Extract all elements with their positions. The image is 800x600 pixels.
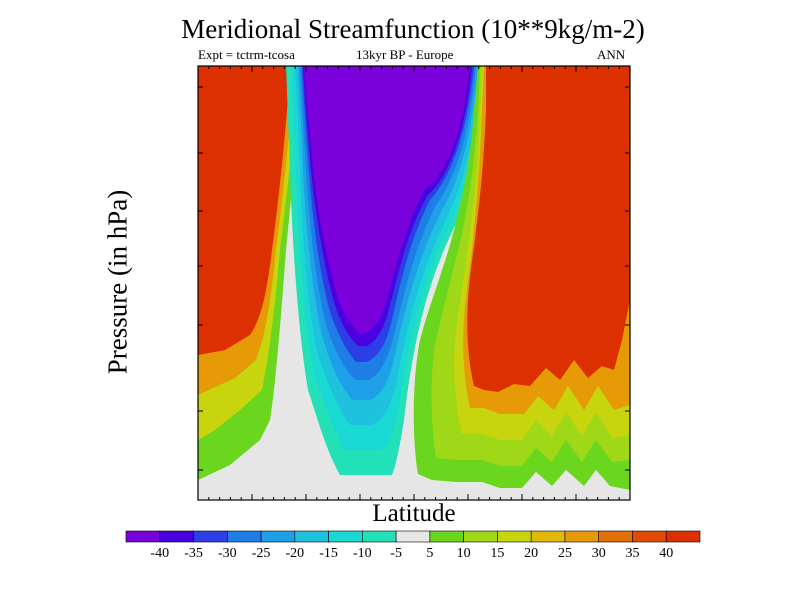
contour-field — [198, 66, 630, 500]
colorbar-label: -10 — [353, 546, 372, 561]
colorbar-label: 15 — [490, 546, 504, 561]
colorbar-swatch — [598, 530, 633, 543]
colorbar-label: -40 — [150, 546, 169, 561]
colorbar-label: -30 — [218, 546, 237, 561]
colorbar-label: 30 — [592, 546, 606, 561]
colorbar-label: 20 — [524, 546, 538, 561]
season-label: ANN — [597, 47, 626, 62]
colorbar-label: 5 — [426, 546, 433, 561]
colorbar-swatch — [665, 530, 701, 543]
y-axis-label: Pressure (in hPa) — [102, 189, 133, 375]
colorbar-label: -25 — [252, 546, 271, 561]
colorbar-swatch — [497, 530, 532, 543]
x-axis-label: Latitude — [372, 500, 456, 527]
colorbar-swatch — [429, 530, 464, 543]
chart-title: Meridional Streamfunction (10**9kg/m-2) — [181, 14, 645, 44]
left-cell-band-40 — [198, 66, 290, 355]
colorbar: -40 -35 -30 -25 -20 -15 -10 -5 5 10 15 20 25 30 35 40 — [125, 530, 701, 561]
colorbar-swatch — [564, 530, 600, 543]
x-axis-ticks — [208, 66, 620, 500]
colorbar-swatch — [362, 530, 397, 543]
colorbar-swatch — [294, 530, 329, 543]
colorbar-swatch — [125, 530, 161, 543]
colorbar-swatch — [226, 530, 262, 543]
colorbar-label: -20 — [285, 546, 304, 561]
colorbar-label: -35 — [184, 546, 203, 561]
colorbar-label: 10 — [457, 546, 471, 561]
colorbar-swatch — [328, 530, 363, 543]
right-cell-band-40 — [467, 66, 630, 392]
axis-ticks — [198, 86, 630, 471]
central-cell-band-minus-40 — [304, 66, 470, 334]
colorbar-swatch — [260, 530, 296, 543]
colorbar-label: 40 — [659, 546, 673, 561]
colorbar-swatch — [193, 530, 228, 543]
colorbar-label: 35 — [625, 546, 639, 561]
colorbar-label: -15 — [319, 546, 338, 561]
experiment-label: Expt = tctrm-tcosa — [198, 47, 295, 62]
colorbar-label: -5 — [390, 546, 402, 561]
colorbar-swatch — [463, 530, 498, 543]
colorbar-label: 25 — [558, 546, 572, 561]
colorbar-swatch — [395, 530, 431, 543]
colorbar-swatch — [159, 530, 194, 543]
period-label: 13kyr BP - Europe — [356, 47, 454, 62]
colorbar-swatch — [632, 530, 667, 543]
colorbar-swatch — [530, 530, 566, 543]
